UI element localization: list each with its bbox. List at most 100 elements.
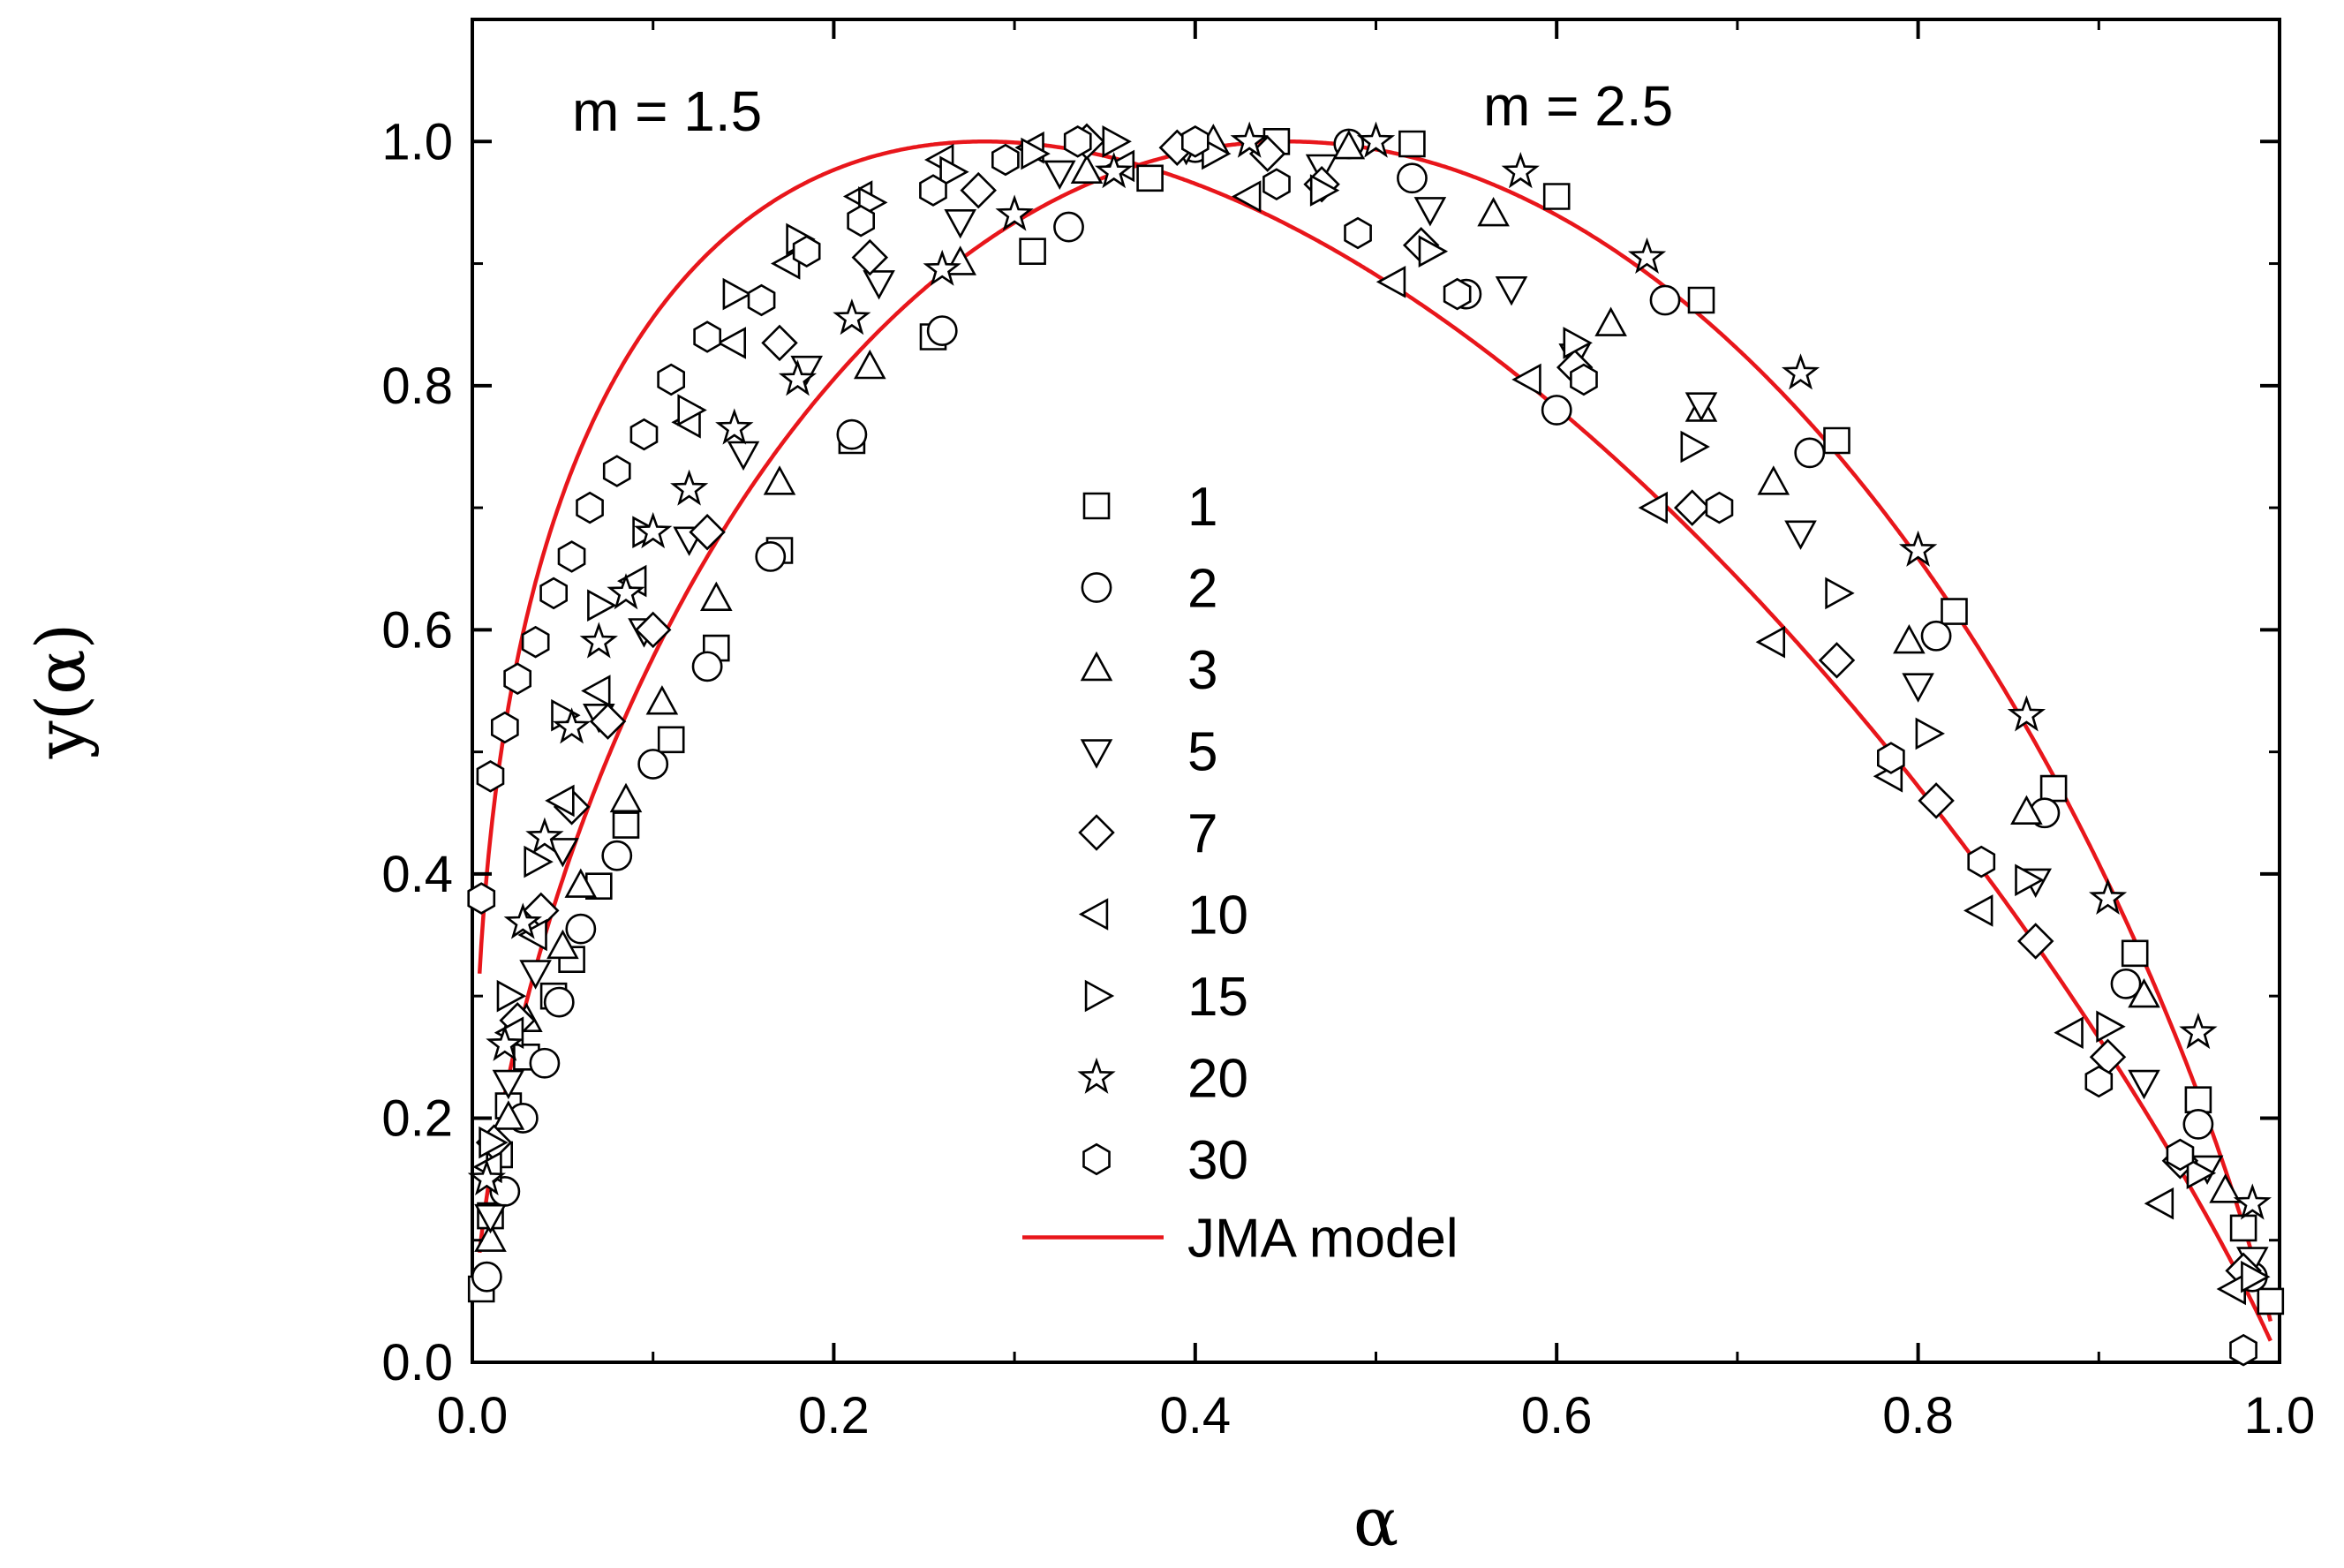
series-3 xyxy=(474,124,2242,1252)
data-point xyxy=(670,469,709,506)
data-point xyxy=(1825,577,1855,610)
data-point xyxy=(589,703,627,740)
data-point xyxy=(833,298,871,335)
data-point xyxy=(1044,160,1076,191)
data-point xyxy=(612,811,640,839)
data-point xyxy=(2233,1183,2272,1220)
data-point xyxy=(2209,1173,2242,1203)
data-point xyxy=(1136,164,1164,192)
data-point xyxy=(1418,235,1449,268)
data-point xyxy=(657,726,685,754)
data-point xyxy=(490,711,519,744)
data-point xyxy=(525,817,564,854)
legend-label-1: 1 xyxy=(1187,477,1217,538)
series-10 xyxy=(472,131,2246,1306)
data-point xyxy=(2088,878,2128,916)
data-point xyxy=(539,577,569,610)
data-point xyxy=(939,155,969,189)
data-point xyxy=(1181,124,1210,158)
legend-label-7: 7 xyxy=(1187,803,1217,864)
legend: 1 2 3 5 7 10 15 20 30 JMA model xyxy=(1022,477,1458,1270)
data-point xyxy=(1967,845,1996,878)
data-point xyxy=(1070,154,1104,184)
data-point xyxy=(474,1222,507,1252)
data-point xyxy=(576,491,604,524)
data-point xyxy=(2016,923,2054,960)
model-curves xyxy=(477,139,2272,1342)
series-2 xyxy=(471,128,2268,1293)
data-point xyxy=(1563,327,1593,359)
data-point xyxy=(847,204,876,237)
data-point xyxy=(1542,183,1571,210)
data-point xyxy=(1495,275,1528,306)
data-point xyxy=(919,174,947,207)
data-point xyxy=(1332,129,1366,160)
data-point xyxy=(1781,353,1820,390)
data-point xyxy=(2128,1069,2160,1100)
data-point xyxy=(715,408,754,445)
data-point xyxy=(1019,237,1046,266)
data-point xyxy=(1102,125,1132,158)
series-1 xyxy=(467,128,2285,1315)
legend-marker-2 xyxy=(1081,572,1112,603)
x-tick-label-1: 0.2 xyxy=(798,1387,870,1444)
data-point xyxy=(2241,1260,2271,1293)
data-point xyxy=(1877,742,1905,774)
x-tick-label-2: 0.4 xyxy=(1159,1387,1231,1444)
data-point xyxy=(747,283,776,317)
series-5 xyxy=(474,136,2269,1277)
data-point xyxy=(1627,237,1667,275)
data-point xyxy=(496,979,527,1013)
data-point xyxy=(474,1203,507,1234)
legend-label-2: 2 xyxy=(1187,559,1217,620)
data-point xyxy=(564,868,598,898)
data-point xyxy=(634,611,672,649)
data-point xyxy=(2096,1010,2126,1043)
data-point xyxy=(602,455,631,487)
data-point xyxy=(863,270,895,300)
legend-label-15: 15 xyxy=(1187,967,1248,1028)
data-point xyxy=(2121,939,2149,968)
data-point xyxy=(587,589,617,622)
x-tick-label-0: 0.0 xyxy=(437,1387,509,1444)
data-point xyxy=(1823,426,1850,455)
data-point xyxy=(1893,623,1926,654)
data-point xyxy=(503,662,532,696)
data-point xyxy=(492,1069,525,1100)
legend-label-5: 5 xyxy=(1187,722,1217,783)
data-point xyxy=(645,685,679,715)
y-tick-label-2: 0.4 xyxy=(381,846,453,903)
data-point xyxy=(1344,216,1372,250)
data-point xyxy=(1063,124,1092,158)
legend-label-3: 3 xyxy=(1187,640,1217,701)
data-point xyxy=(2084,1065,2114,1098)
data-point xyxy=(2007,695,2046,732)
data-point xyxy=(1918,782,1955,819)
data-point xyxy=(960,171,997,209)
data-point xyxy=(689,513,726,551)
data-point xyxy=(552,707,592,744)
annotations: m = 1.5 m = 2.5 xyxy=(572,74,1673,143)
x-axis-title: α xyxy=(1353,1482,1398,1561)
legend-marker-3 xyxy=(1080,651,1113,682)
data-point xyxy=(479,1126,509,1159)
legend-marker-30 xyxy=(1082,1142,1111,1176)
legend-marker-7 xyxy=(1078,814,1115,851)
data-point xyxy=(1794,437,1826,469)
data-point xyxy=(1356,121,1396,158)
jma-curve-m-1-5 xyxy=(477,139,2272,1342)
data-point xyxy=(722,277,753,311)
data-point xyxy=(1477,196,1510,227)
y-tick-label-1: 0.2 xyxy=(381,1089,453,1147)
data-point xyxy=(1021,137,1051,170)
y-tick-label-5: 1.0 xyxy=(381,113,453,170)
legend-label-30: 30 xyxy=(1187,1130,1248,1191)
data-point xyxy=(1202,137,1232,170)
data-point xyxy=(1687,286,1715,314)
data-point xyxy=(634,511,673,549)
data-point xyxy=(755,541,787,572)
data-point xyxy=(1673,489,1711,526)
data-point xyxy=(1898,530,1938,567)
data-point xyxy=(1570,363,1598,396)
